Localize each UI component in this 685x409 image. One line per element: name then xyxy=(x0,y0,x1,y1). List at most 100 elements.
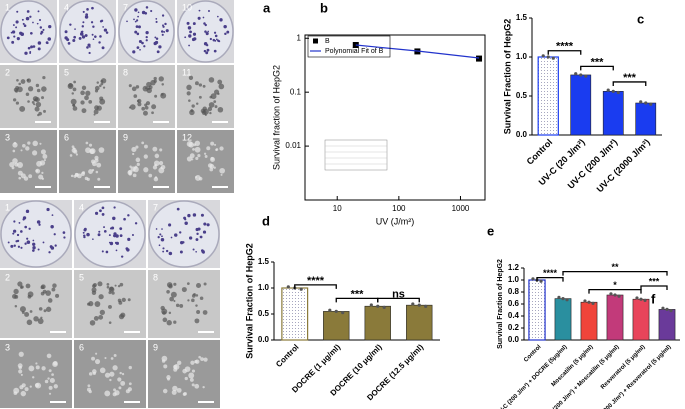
cell xyxy=(108,321,112,324)
colony xyxy=(153,41,157,46)
cell xyxy=(127,387,132,392)
cell xyxy=(151,111,154,115)
cell xyxy=(204,155,208,158)
colony xyxy=(198,9,201,12)
cell xyxy=(102,86,106,89)
colony xyxy=(108,234,111,237)
cell xyxy=(98,314,104,320)
cell xyxy=(80,100,85,105)
cell xyxy=(129,104,136,110)
cell xyxy=(39,142,42,145)
colony xyxy=(16,10,19,13)
colony xyxy=(26,237,29,240)
colony xyxy=(54,244,57,247)
cell xyxy=(20,390,27,397)
cell xyxy=(191,369,196,373)
colony xyxy=(15,240,18,243)
cell xyxy=(35,365,40,370)
colony xyxy=(16,37,20,41)
colony xyxy=(101,206,105,210)
sig-bracket xyxy=(547,50,582,55)
cell xyxy=(194,140,201,146)
colony xyxy=(24,51,28,55)
cell xyxy=(191,298,195,303)
replicate-dot xyxy=(382,305,386,309)
plot-frame xyxy=(304,34,486,201)
replicate-dot xyxy=(328,308,332,312)
colony xyxy=(189,236,193,240)
cell xyxy=(34,383,39,388)
cell xyxy=(214,143,217,146)
cell xyxy=(131,146,137,153)
cell xyxy=(112,365,118,371)
colony xyxy=(203,42,208,46)
y-tick-label: 0.1 xyxy=(290,87,302,96)
cell xyxy=(148,85,153,90)
cell xyxy=(18,365,22,370)
cell xyxy=(191,104,195,108)
colony xyxy=(192,32,197,36)
sig-bracket xyxy=(294,284,337,289)
colony xyxy=(29,52,32,54)
cell xyxy=(143,110,148,116)
cell xyxy=(12,98,17,102)
cell xyxy=(38,111,42,116)
photo-number: 3 xyxy=(5,342,10,352)
sig-bracket xyxy=(562,270,668,276)
cell xyxy=(18,82,21,86)
cell xyxy=(163,364,168,369)
colony xyxy=(202,16,205,19)
cell xyxy=(25,146,30,151)
cell xyxy=(144,103,148,107)
cell xyxy=(160,92,167,99)
colony xyxy=(48,24,52,29)
cell xyxy=(27,86,34,92)
cell xyxy=(12,158,18,164)
colony xyxy=(179,250,183,254)
cell xyxy=(37,318,44,325)
colony xyxy=(26,10,30,13)
replicate-dot xyxy=(669,309,673,313)
colony xyxy=(162,250,165,253)
cell xyxy=(15,86,20,90)
cell xyxy=(210,93,217,100)
cell xyxy=(179,303,184,308)
replicate-dot xyxy=(635,296,639,300)
colony xyxy=(90,21,94,24)
colony xyxy=(205,51,209,55)
cell xyxy=(182,368,187,374)
cell xyxy=(32,150,38,156)
colony xyxy=(104,29,107,32)
y-tick-label: 0.5 xyxy=(516,91,528,100)
colony xyxy=(137,11,140,14)
y-tick-label: 1.0 xyxy=(508,275,520,284)
photo-number: 5 xyxy=(64,67,69,77)
cell xyxy=(49,377,55,384)
colony xyxy=(192,22,196,26)
cell xyxy=(148,173,153,178)
cell xyxy=(121,372,125,376)
colony xyxy=(191,37,196,42)
cell xyxy=(41,171,44,175)
cell xyxy=(18,369,23,374)
cell xyxy=(128,365,132,370)
cell xyxy=(194,383,200,389)
colony xyxy=(217,40,220,43)
cell xyxy=(85,90,91,96)
cell xyxy=(169,296,174,302)
cell xyxy=(159,148,163,152)
cell xyxy=(158,76,164,82)
cell xyxy=(43,159,46,162)
cell xyxy=(94,158,99,163)
colony xyxy=(46,207,50,212)
colony xyxy=(12,232,15,235)
cell xyxy=(100,82,104,86)
cell xyxy=(16,78,19,82)
cell xyxy=(144,105,149,110)
cell xyxy=(121,297,126,303)
colony xyxy=(83,235,86,239)
dish xyxy=(74,200,146,268)
replicate-dot xyxy=(546,55,550,59)
cell xyxy=(97,177,101,181)
colony xyxy=(16,233,20,237)
